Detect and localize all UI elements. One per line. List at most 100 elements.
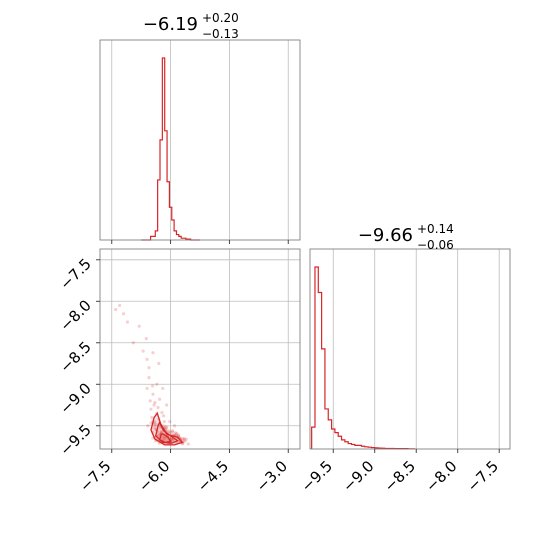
dense-point-97 (176, 432, 180, 436)
scatter-point-15 (165, 403, 169, 407)
right-title-upper: +0.14 (417, 222, 454, 236)
dense-point-54 (161, 435, 165, 439)
dense-point-44 (159, 430, 163, 434)
scatter-point-55 (160, 410, 164, 415)
scatter-point-57 (150, 384, 155, 388)
scatter-point-9 (157, 361, 161, 366)
dense-point-131 (181, 436, 185, 440)
scatter-point-13 (151, 392, 155, 396)
top-frame (99, 39, 301, 241)
right-x-tick-label-3: −8.0 (422, 457, 460, 495)
dense-point-134 (184, 437, 188, 442)
top-histogram (141, 57, 200, 241)
dense-point-76 (167, 429, 171, 433)
dense-point-3 (149, 421, 153, 425)
dense-point-85 (170, 437, 174, 442)
dense-point-13 (153, 426, 158, 430)
dense-point-78 (170, 438, 174, 442)
scatter-point-59 (144, 337, 148, 341)
dense-point-4 (153, 422, 157, 426)
scatter-point-5 (137, 324, 141, 328)
scatter-point-7 (145, 357, 149, 361)
dense-point-17 (153, 422, 157, 426)
joint-x-tick-label-3: −3.0 (253, 457, 291, 495)
scatter-point-6 (141, 349, 145, 353)
scatter-point-38 (168, 430, 173, 435)
dense-point-49 (165, 428, 169, 432)
scatter-point-1 (118, 303, 122, 308)
joint-y-tick-label-3: −9.0 (56, 379, 94, 417)
scatter-point-35 (150, 415, 154, 420)
scatter-point-42 (152, 403, 156, 407)
dense-point-137 (183, 439, 187, 443)
scatter-point-31 (186, 442, 190, 446)
scatter-point-43 (146, 424, 150, 428)
scatter-point-10 (147, 376, 151, 380)
right-title: −9.66 +0.14 −0.06 (358, 222, 454, 252)
joint-x-tick-label-0: −7.5 (76, 457, 114, 495)
scatter-point-23 (170, 429, 175, 433)
right-x-tick-label-4: −7.5 (464, 457, 502, 495)
scatter-point-40 (145, 386, 149, 391)
dense-point-72 (167, 430, 172, 434)
dense-point-11 (153, 424, 157, 428)
dense-point-38 (162, 424, 167, 428)
dense-point-86 (173, 431, 177, 435)
top-title-median: −6.19 (143, 14, 198, 35)
dense-point-79 (171, 430, 175, 434)
contour-level-2 (158, 433, 172, 444)
dense-point-126 (181, 442, 185, 446)
scatter-point-11 (155, 382, 159, 386)
dense-point-21 (153, 422, 157, 426)
dense-point-52 (164, 426, 168, 430)
scatter-point-4 (131, 341, 135, 345)
joint-x-tick-label-2: −4.5 (194, 457, 232, 495)
right-title-median: −9.66 (358, 225, 413, 246)
scatter-point-27 (163, 436, 167, 440)
dense-point-51 (159, 429, 163, 434)
dense-point-90 (174, 431, 178, 435)
top-title-upper: +0.20 (202, 11, 239, 25)
top-title: −6.19 +0.20 −0.13 (143, 11, 239, 41)
right-title-lower: −0.06 (417, 238, 454, 252)
scatter-point-2 (121, 312, 126, 316)
joint-y-tick-label-0: −7.5 (56, 255, 94, 293)
joint-y-tick-label-1: −8.0 (56, 296, 94, 334)
scatter-point-22 (165, 425, 169, 430)
scatter-point-58 (147, 366, 151, 370)
scatter-point-18 (161, 414, 166, 418)
dense-point-83 (170, 430, 174, 434)
dense-point-107 (174, 433, 178, 437)
dense-point-130 (183, 439, 187, 443)
scatter-point-3 (125, 320, 130, 324)
scatter-point-19 (168, 420, 172, 424)
dense-point-25 (153, 427, 158, 432)
joint-y-tick-label-2: −8.5 (56, 338, 94, 376)
dense-point-2 (150, 436, 155, 440)
scatter-point-44 (172, 424, 177, 428)
joint-y-tick-label-4: −9.5 (56, 421, 94, 459)
scatter-point-36 (156, 405, 160, 410)
right-frame (309, 248, 511, 450)
dense-point-138 (184, 437, 189, 441)
marginal-right-panel (310, 249, 510, 449)
contour-level-0 (150, 411, 184, 446)
dense-point-37 (159, 430, 164, 435)
right-x-tick-label-1: −9.0 (339, 457, 377, 495)
joint-frame (99, 248, 301, 450)
dense-point-100 (174, 432, 179, 436)
dense-point-45 (164, 425, 168, 429)
scatter-point-37 (162, 420, 166, 424)
scatter-point-56 (153, 400, 157, 405)
scatter-point-12 (161, 386, 165, 391)
joint-panel (100, 249, 300, 449)
right-x-tick-label-2: −8.5 (381, 457, 419, 495)
joint-x-tick-label-1: −6.0 (135, 457, 173, 495)
right-histogram (311, 266, 416, 450)
right-x-tick-label-0: −9.5 (298, 457, 336, 495)
contour-level-1 (154, 420, 180, 444)
dense-point-92 (169, 437, 174, 441)
scatter-point-0 (114, 307, 118, 312)
